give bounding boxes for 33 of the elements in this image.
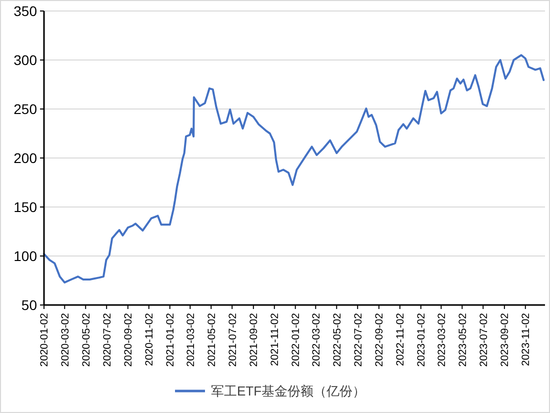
x-tick-label: 2020-11-02: [144, 312, 156, 366]
x-tick-label: 2022-01-02: [290, 312, 302, 367]
line-series: [43, 54, 545, 284]
x-tick-label: 2023-05-02: [456, 312, 469, 367]
x-tick-label: 2023-03-02: [436, 312, 448, 367]
legend-label: 军工ETF基金份额（亿份）: [211, 384, 366, 399]
x-tick-label: 2020-05-02: [80, 312, 92, 367]
x-tick-label: 2020-09-02: [122, 312, 135, 367]
y-tick-label: 50: [21, 296, 38, 313]
y-tick-label: 250: [14, 100, 38, 117]
x-tick-label: 2021-11-02: [269, 312, 282, 366]
x-tick-label: 2023-11-02: [520, 312, 532, 366]
x-tick-label: 2022-09-02: [374, 312, 386, 367]
x-tick-label: 2022-03-02: [310, 312, 322, 367]
y-tick-label: 350: [14, 2, 38, 19]
x-tick-label: 2020-03-02: [59, 312, 72, 367]
x-tick-label: 2023-09-02: [499, 312, 512, 367]
x-tick-label: 2021-09-02: [248, 312, 260, 367]
x-tick-label: 2022-07-02: [352, 312, 364, 367]
x-tick-label: 2021-05-02: [206, 312, 218, 367]
x-tick-label: 2021-07-02: [226, 312, 239, 367]
x-tick-label: 2020-07-02: [101, 312, 114, 367]
x-tick-label: 2021-03-02: [184, 312, 197, 367]
x-tick-label: 2023-07-02: [478, 312, 490, 367]
x-tick-label: 2022-05-02: [331, 312, 344, 367]
y-tick-label: 100: [14, 248, 38, 264]
y-tick-label: 150: [14, 198, 38, 215]
x-tick-label: 2023-01-02: [416, 312, 428, 367]
x-tick-label: 2021-01-02: [164, 312, 177, 367]
x-tick-label: 2022-11-02: [394, 312, 407, 366]
y-tick-label: 200: [14, 150, 38, 166]
y-tick-label: 300: [14, 52, 38, 68]
x-tick-label: 2020-01-02: [38, 312, 51, 367]
